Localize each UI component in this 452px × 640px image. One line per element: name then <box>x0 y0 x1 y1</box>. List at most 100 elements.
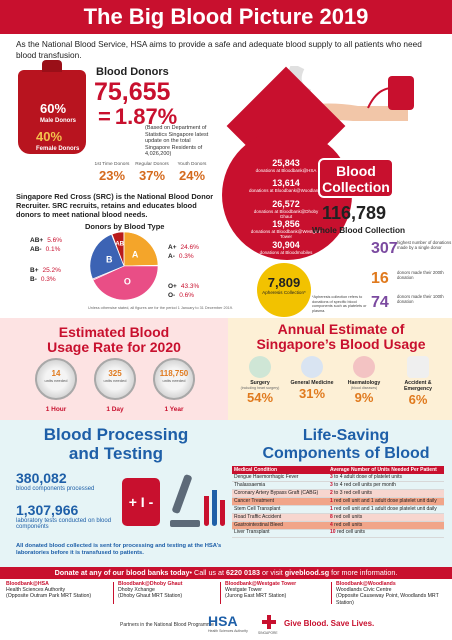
processing-title-2: and Testing <box>68 444 164 463</box>
donate-tail: for more information. <box>329 568 398 577</box>
label-a-pos-value: 24.6% <box>180 244 199 251</box>
usage-rate-title-1: Estimated Blood <box>58 324 170 340</box>
medal-hour-period: 1 Hour <box>45 406 67 413</box>
usage-general-medicine-label: General Medicine <box>290 380 334 386</box>
bank-woodlands-name: Bloodbank@Woodlands <box>336 581 396 587</box>
male-donors-stat: 60% Male Donors <box>40 100 76 124</box>
components-table-header: Medical Condition Average Number of Unit… <box>232 466 444 474</box>
first-time-donors-label: 1st Time Donors <box>94 162 130 167</box>
bank-dhoby-ghaut: Bloodbank@Dhoby Ghaut Dhoby Xchange (Dhoby… <box>118 581 226 600</box>
usage-surgery: Surgery (including heart surgery) 54% <box>236 356 284 405</box>
microscope-base <box>170 520 200 527</box>
collection-bloodmobiles: 30,904 donations at Bloodmobiles <box>248 240 324 255</box>
table-cell-condition: Road Traffic Accident <box>232 513 328 522</box>
bank-hsa-line1: Health Sciences Authority <box>6 587 66 594</box>
usage-rate-title-2: Usage Rate for 2020 <box>47 339 181 355</box>
units-number: 3 <box>330 481 333 488</box>
components-processed-value: 380,082 <box>16 470 67 486</box>
table-cell-units: 8 red cell units <box>328 513 444 522</box>
label-o-neg-value: 0.6% <box>179 292 195 299</box>
usage-surgery-pct: 54% <box>246 390 274 405</box>
label-ab-pos-name: AB+ <box>30 237 44 244</box>
donate-site-link[interactable]: giveblood.sg <box>284 568 330 577</box>
usage-rate-title: Estimated Blood Usage Rate for 2020 <box>14 325 214 355</box>
donors-total: 75,655 <box>94 78 171 106</box>
components-title: Life-Saving Components of Blood <box>246 427 446 463</box>
label-a-pos-name: A+ <box>168 244 177 251</box>
bank-woodlands-line2: (Opposite Causeway Point, Woodlands MRT … <box>336 593 439 606</box>
give-blood-slogan: Give Blood. Save Lives. <box>284 619 375 628</box>
female-donors-label: Female Donors <box>36 146 80 152</box>
blood-bag-top <box>42 60 62 72</box>
units-number: 4 <box>330 521 333 528</box>
lab-tests-value: 1,307,966 <box>16 502 79 518</box>
bank-westgate-line1: Westgate Tower <box>225 587 263 594</box>
youth-donors-label: Youth Donors <box>177 162 207 167</box>
components-table: Medical Condition Average Number of Unit… <box>232 466 444 538</box>
label-b-neg-name: B- <box>30 276 37 283</box>
bank-dhoby-ghaut-line2: (Dhoby Ghaut MRT Station) <box>118 593 183 600</box>
apheresis-circle: 7,809 Apheresis Collection* <box>257 263 311 317</box>
bank-divider <box>113 582 114 604</box>
table-row: Coronary Artery Bypass Graft (CABG) 2 to … <box>232 489 444 498</box>
medal-year: 118,750 units needed <box>153 358 195 400</box>
donors-title: Blood Donors <box>96 66 169 78</box>
label-o-pos: O+ 43.3% <box>168 283 199 290</box>
table-cell-condition: Gastrointestinal Bleed <box>232 521 328 530</box>
youth-donors-value: 24% <box>178 168 206 183</box>
table-row: Stem Cell Transplant 1 red cell unit and … <box>232 505 444 514</box>
red-cross-subtitle: SINGAPORE <box>258 631 278 635</box>
units-text: red cell units <box>332 513 363 520</box>
bank-dhoby-ghaut-line1: Dhoby Xchange <box>118 587 155 594</box>
first-time-donors: 1st Time Donors 23% <box>92 162 132 185</box>
processing-title: Blood Processing and Testing <box>36 425 196 463</box>
table-cell-units: 1 red cell unit and 1 adult dose platele… <box>328 505 444 514</box>
whole-blood-label: Whole Blood Collection <box>312 225 406 235</box>
label-ab-pos-value: 5.6% <box>47 237 63 244</box>
usage-surgery-sub: (including heart surgery) <box>240 386 280 390</box>
medal-hour: 14 units needed <box>35 358 77 400</box>
usage-haematology-sub: (blood diseases) <box>350 386 378 390</box>
pie-letter: B <box>106 255 113 265</box>
period-note: Unless otherwise stated, all figures are… <box>88 306 233 310</box>
usage-haematology-pct: 9% <box>354 390 374 405</box>
badge-line-1: Blood <box>336 163 376 179</box>
usage-haematology-label: Haematology <box>347 380 381 386</box>
pie-slice-b-negpos <box>89 233 125 280</box>
usage-estimate-title: Annual Estimate of Singapore’s Blood Usag… <box>236 322 446 352</box>
table-cell-units: 4 red cell units <box>328 521 444 530</box>
test-tube <box>212 490 217 526</box>
table-cell-condition: Coronary Artery Bypass Graft (CABG) <box>232 489 328 498</box>
female-donors-stat: 40% Female Donors <box>36 128 79 152</box>
medal-year-unit: units needed <box>162 378 186 383</box>
pie-slice-o-negpos <box>92 265 159 301</box>
table-cell-units: 2 to 3 red cell units <box>328 489 444 498</box>
collection-woodlands: 13,614 donations at Bloodbank@Woodlands <box>248 178 324 193</box>
units-text: red cell units <box>335 529 366 536</box>
test-tube <box>220 500 225 526</box>
stat-highest-label: highest number of donations made by a si… <box>397 240 452 251</box>
ambulance-icon <box>407 356 429 378</box>
footer: Partners in the National Blood Programme… <box>0 607 452 640</box>
label-b-pos: B+ 25.2% <box>30 267 61 274</box>
pie-letter: A <box>132 250 139 260</box>
label-a-pos: A+ 24.6% <box>168 244 199 251</box>
red-cross-bar-v <box>267 615 271 629</box>
units-text: to 3 red cell units <box>332 489 372 496</box>
donors-pct-note: (Based on Department of Statistics Singa… <box>145 125 209 157</box>
table-cell-units: 10 red cell units <box>328 529 444 538</box>
label-b-neg: B- 0.3% <box>30 276 56 283</box>
table-cell-condition: Stem Cell Transplant <box>232 505 328 514</box>
donate-phone[interactable]: 6220 0183 <box>226 568 261 577</box>
donate-lead: Donate at any of our blood banks today <box>54 568 190 577</box>
blood-type-pie-chart: A O B AB <box>89 231 159 301</box>
units-text: to 4 red cell units per month <box>332 481 396 488</box>
usage-accident-emergency-label: Accident & Emergency <box>404 380 432 392</box>
table-cell-units: 1 red cell unit and 1 adult dose platele… <box>328 497 444 506</box>
stat-highest-value: 307 <box>371 240 398 257</box>
table-row: Liver Transplant 10 red cell units <box>232 529 444 538</box>
units-text: red cell unit and 1 adult dose platelet … <box>332 497 437 504</box>
bank-woodlands: Bloodbank@Woodlands Woodlands Civic Centr… <box>336 581 450 606</box>
usage-surgery-label: Surgery <box>250 380 270 386</box>
partner-text: Partners in the National Blood Programme <box>120 622 214 628</box>
